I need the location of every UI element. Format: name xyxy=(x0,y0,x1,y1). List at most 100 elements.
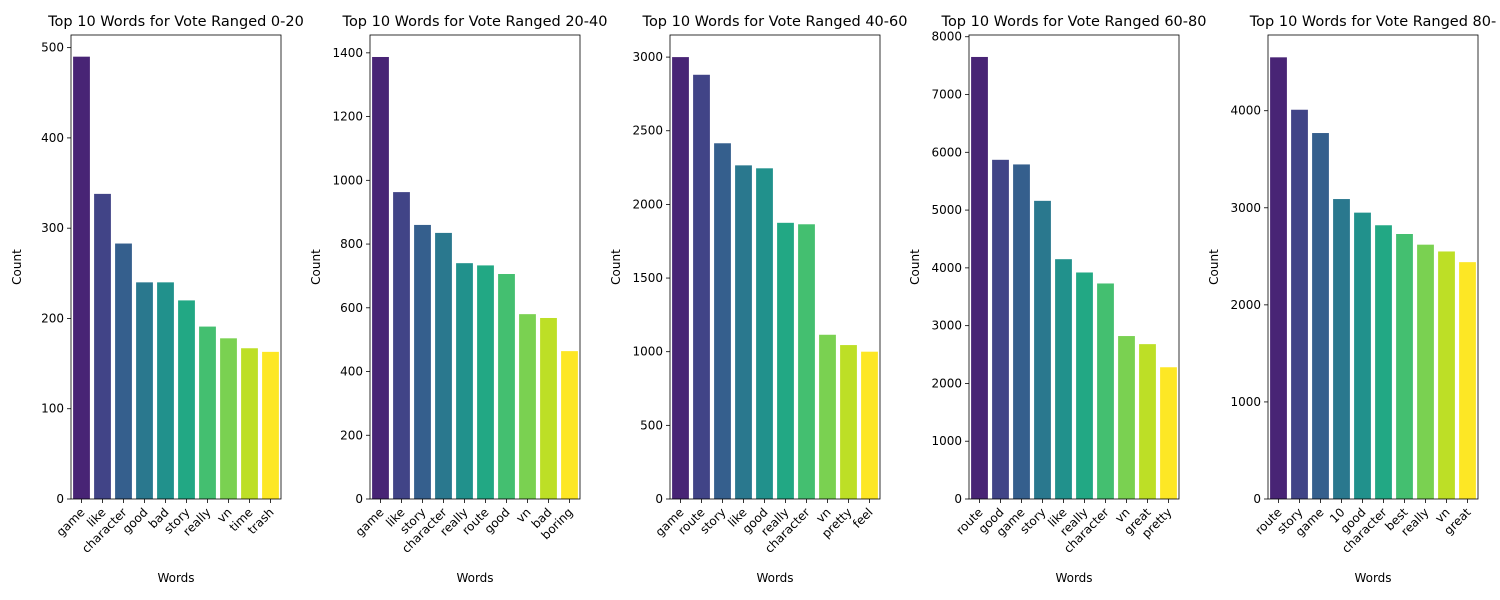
bar-character xyxy=(1097,283,1114,499)
bar-route xyxy=(971,56,988,500)
y-tick-label: 2000 xyxy=(632,197,663,211)
bar-story xyxy=(178,300,195,499)
bar-feel xyxy=(861,351,878,499)
bar-route xyxy=(477,265,494,499)
bar-game xyxy=(372,56,389,500)
bar-pretty xyxy=(1160,367,1177,499)
bar-good xyxy=(136,282,153,499)
y-tick-label: 300 xyxy=(41,221,64,235)
plot-frame xyxy=(1267,34,1479,500)
y-tick-label: 4000 xyxy=(1230,104,1261,118)
chart-title: Top 10 Words for Vote Ranged 60-80 xyxy=(941,14,1207,30)
y-tick-label: 0 xyxy=(655,492,663,506)
chart-title: Top 10 Words for Vote Ranged 80- xyxy=(1249,14,1496,30)
y-tick-label: 6000 xyxy=(931,145,962,159)
bar-like xyxy=(735,165,752,500)
y-tick-label: 3000 xyxy=(931,319,962,333)
chart-panel-1: 0100200300400500gamelikecharactergoodbad… xyxy=(10,14,304,585)
y-tick-label: 1200 xyxy=(332,110,363,124)
bar-great xyxy=(1139,344,1156,499)
bar-story xyxy=(414,224,431,499)
y-tick-label: 500 xyxy=(640,418,663,432)
y-tick-label: 2500 xyxy=(632,124,663,138)
y-tick-label: 400 xyxy=(41,131,64,145)
bar-game xyxy=(1013,164,1030,499)
y-tick-label: 1000 xyxy=(332,173,363,187)
x-axis-label: Words xyxy=(756,571,793,585)
bar-great xyxy=(1459,262,1476,499)
bar-character xyxy=(435,232,452,499)
bar-vn xyxy=(1438,251,1455,499)
y-axis-label: Count xyxy=(908,249,922,285)
bar-good xyxy=(1354,212,1371,499)
y-tick-label: 3000 xyxy=(632,50,663,64)
y-tick-label: 600 xyxy=(340,301,363,315)
y-tick-label: 200 xyxy=(340,428,363,442)
bar-really xyxy=(456,263,473,499)
bar-time xyxy=(241,348,258,499)
bar-story xyxy=(1034,200,1051,499)
bar-game xyxy=(73,56,90,500)
y-tick-label: 100 xyxy=(41,402,64,416)
plot-frame xyxy=(669,34,881,500)
y-axis-label: Count xyxy=(609,249,623,285)
bar-really xyxy=(1076,272,1093,499)
y-axis-label: Count xyxy=(10,249,24,285)
y-tick-label: 1000 xyxy=(1230,395,1261,409)
bar-vn xyxy=(819,334,836,499)
bar-character xyxy=(798,224,815,499)
plot-frame xyxy=(369,34,581,500)
bar-like xyxy=(94,193,111,499)
bar-story xyxy=(1291,109,1308,500)
chart-title: Top 10 Words for Vote Ranged 0-20 xyxy=(47,14,304,30)
bar-character xyxy=(115,243,132,499)
bar-bad xyxy=(157,282,174,499)
y-tick-label: 0 xyxy=(56,492,64,506)
chart-panel-4: 010002000300040005000600070008000routego… xyxy=(908,14,1206,585)
bar-really xyxy=(199,326,216,499)
y-tick-label: 1500 xyxy=(632,271,663,285)
y-tick-label: 1000 xyxy=(632,345,663,359)
plot-frame xyxy=(70,34,282,500)
bar-best xyxy=(1396,234,1413,499)
bar-vn xyxy=(519,314,536,499)
y-axis-label: Count xyxy=(309,249,323,285)
y-tick-label: 8000 xyxy=(931,30,962,44)
bar-good xyxy=(756,168,773,499)
bar-pretty xyxy=(840,345,857,499)
x-axis-label: Words xyxy=(1055,571,1092,585)
y-axis-label: Count xyxy=(1207,249,1221,285)
plot-frame xyxy=(968,34,1180,500)
x-axis-label: Words xyxy=(456,571,493,585)
y-tick-label: 5000 xyxy=(931,203,962,217)
bar-boring xyxy=(561,351,578,499)
y-tick-label: 2000 xyxy=(931,376,962,390)
bar-really xyxy=(777,222,794,499)
y-tick-label: 1400 xyxy=(332,46,363,60)
bar-trash xyxy=(262,351,279,499)
bar-good xyxy=(498,274,515,499)
bar-really xyxy=(1417,244,1434,499)
bar-like xyxy=(1055,259,1072,499)
bar-like xyxy=(393,192,410,500)
bar-game xyxy=(672,57,689,499)
chart-title: Top 10 Words for Vote Ranged 20-40 xyxy=(342,14,608,30)
bar-character xyxy=(1375,225,1392,499)
y-tick-label: 3000 xyxy=(1230,201,1261,215)
y-tick-label: 1000 xyxy=(931,434,962,448)
bar-10 xyxy=(1333,199,1350,500)
bar-bad xyxy=(540,317,557,499)
y-tick-label: 4000 xyxy=(931,261,962,275)
y-tick-label: 500 xyxy=(41,41,64,55)
y-tick-label: 800 xyxy=(340,237,363,251)
bar-game xyxy=(1312,133,1329,500)
x-axis-label: Words xyxy=(157,571,194,585)
y-tick-label: 2000 xyxy=(1230,298,1261,312)
bar-route xyxy=(693,74,710,500)
y-tick-label: 0 xyxy=(954,492,962,506)
bar-good xyxy=(992,159,1009,499)
y-tick-label: 0 xyxy=(1253,492,1261,506)
y-tick-label: 400 xyxy=(340,365,363,379)
bar-vn xyxy=(220,338,237,499)
